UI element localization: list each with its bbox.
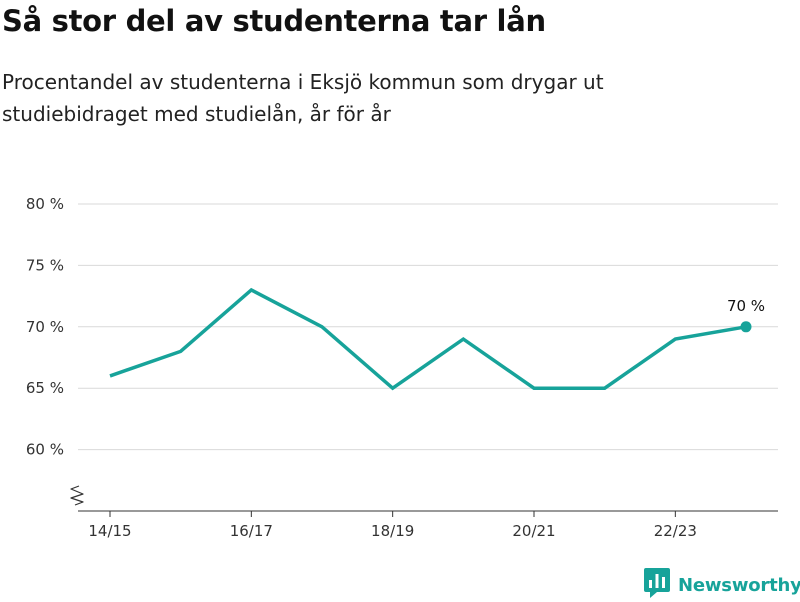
end-point-marker [740, 321, 752, 333]
chart-subtitle: Procentandel av studenterna i Eksjö komm… [2, 70, 604, 126]
y-tick-label: 60 % [26, 441, 64, 459]
newsworthy-logo-icon [644, 568, 670, 602]
y-tick-label: 75 % [26, 256, 64, 274]
y-tick-label: 80 % [26, 195, 64, 213]
y-tick-label: 70 % [26, 318, 64, 336]
axis-break-icon [70, 485, 84, 506]
y-axis-ticks: 60 % 65 % 70 % 75 % 80 % [26, 195, 64, 459]
brand-name: Newsworthy [678, 574, 800, 596]
annotations: 70 % [727, 297, 765, 333]
x-tick-label: 20/21 [512, 522, 555, 540]
series-layer [109, 287, 747, 391]
newsworthy-brand[interactable]: Newsworthy [644, 568, 800, 602]
x-tick-label: 16/17 [230, 522, 273, 540]
gridlines [78, 203, 778, 451]
x-tick-label: 14/15 [88, 522, 131, 540]
x-tick-label: 22/23 [654, 522, 697, 540]
y-tick-label: 65 % [26, 379, 64, 397]
x-axis: 14/15 16/17 18/19 20/21 22/23 [70, 485, 778, 540]
x-tick-label: 18/19 [371, 522, 414, 540]
chart-title: Så stor del av studenterna tar lån [2, 4, 546, 38]
series-line [109, 287, 747, 391]
end-value-label: 70 % [727, 297, 765, 315]
